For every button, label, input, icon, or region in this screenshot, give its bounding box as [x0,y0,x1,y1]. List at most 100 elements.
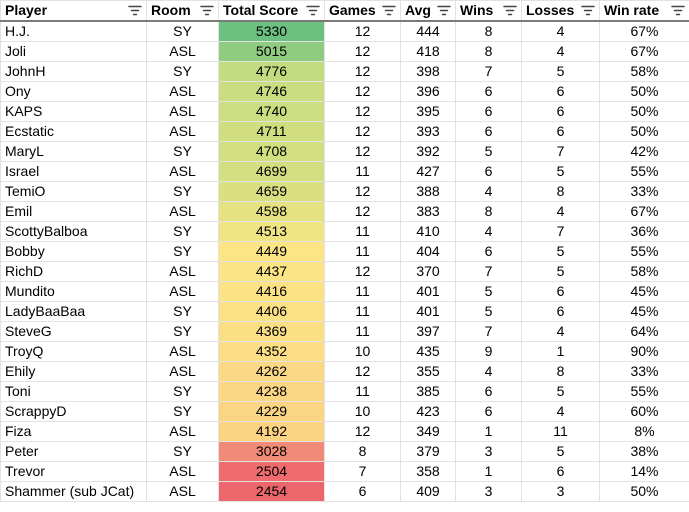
total-score-cell[interactable]: 4776 [218,61,325,82]
filter-icon[interactable] [200,5,214,17]
filter-icon[interactable] [128,5,142,17]
win-rate-cell[interactable]: 50% [599,101,689,122]
games-cell[interactable]: 12 [324,201,401,222]
wins-cell[interactable]: 8 [455,20,522,42]
wins-cell[interactable]: 9 [455,341,522,362]
column-header-win-rate[interactable]: Win rate [599,0,689,22]
filter-icon[interactable] [503,5,517,17]
total-score-cell[interactable]: 4238 [218,381,325,402]
games-cell[interactable]: 12 [324,121,401,142]
losses-cell[interactable]: 6 [521,81,600,102]
win-rate-cell[interactable]: 55% [599,381,689,402]
player-cell[interactable]: Ecstatic [0,121,147,142]
games-cell[interactable]: 12 [324,101,401,122]
win-rate-cell[interactable]: 14% [599,461,689,482]
wins-cell[interactable]: 1 [455,461,522,482]
room-cell[interactable]: ASL [146,461,219,482]
player-cell[interactable]: Emil [0,201,147,222]
player-cell[interactable]: TemiO [0,181,147,202]
avg-cell[interactable]: 385 [400,381,456,402]
avg-cell[interactable]: 358 [400,461,456,482]
player-cell[interactable]: Joli [0,41,147,62]
win-rate-cell[interactable]: 8% [599,421,689,442]
avg-cell[interactable]: 427 [400,161,456,182]
losses-cell[interactable]: 4 [521,201,600,222]
player-cell[interactable]: JohnH [0,61,147,82]
total-score-cell[interactable]: 4708 [218,141,325,162]
room-cell[interactable]: SY [146,20,219,42]
avg-cell[interactable]: 410 [400,221,456,242]
losses-cell[interactable]: 11 [521,421,600,442]
losses-cell[interactable]: 4 [521,321,600,342]
room-cell[interactable]: ASL [146,81,219,102]
room-cell[interactable]: ASL [146,341,219,362]
total-score-cell[interactable]: 4598 [218,201,325,222]
games-cell[interactable]: 11 [324,281,401,302]
player-cell[interactable]: Shammer (sub JCat) [0,481,147,502]
losses-cell[interactable]: 7 [521,221,600,242]
avg-cell[interactable]: 398 [400,61,456,82]
player-cell[interactable]: MaryL [0,141,147,162]
wins-cell[interactable]: 3 [455,481,522,502]
win-rate-cell[interactable]: 55% [599,241,689,262]
losses-cell[interactable]: 7 [521,141,600,162]
total-score-cell[interactable]: 4262 [218,361,325,382]
win-rate-cell[interactable]: 55% [599,161,689,182]
room-cell[interactable]: SY [146,301,219,322]
room-cell[interactable]: ASL [146,101,219,122]
win-rate-cell[interactable]: 45% [599,281,689,302]
games-cell[interactable]: 11 [324,381,401,402]
room-cell[interactable]: ASL [146,261,219,282]
room-cell[interactable]: ASL [146,121,219,142]
player-cell[interactable]: Toni [0,381,147,402]
avg-cell[interactable]: 396 [400,81,456,102]
losses-cell[interactable]: 6 [521,301,600,322]
avg-cell[interactable]: 355 [400,361,456,382]
avg-cell[interactable]: 349 [400,421,456,442]
avg-cell[interactable]: 444 [400,20,456,42]
total-score-cell[interactable]: 2504 [218,461,325,482]
losses-cell[interactable]: 6 [521,461,600,482]
avg-cell[interactable]: 370 [400,261,456,282]
losses-cell[interactable]: 1 [521,341,600,362]
games-cell[interactable]: 12 [324,261,401,282]
room-cell[interactable]: ASL [146,421,219,442]
games-cell[interactable]: 7 [324,461,401,482]
room-cell[interactable]: SY [146,141,219,162]
room-cell[interactable]: ASL [146,361,219,382]
wins-cell[interactable]: 4 [455,221,522,242]
total-score-cell[interactable]: 4369 [218,321,325,342]
player-cell[interactable]: Mundito [0,281,147,302]
wins-cell[interactable]: 6 [455,101,522,122]
losses-cell[interactable]: 4 [521,41,600,62]
games-cell[interactable]: 11 [324,301,401,322]
wins-cell[interactable]: 7 [455,261,522,282]
avg-cell[interactable]: 401 [400,281,456,302]
player-cell[interactable]: LadyBaaBaa [0,301,147,322]
wins-cell[interactable]: 6 [455,161,522,182]
column-header-total-score[interactable]: Total Score [218,0,325,22]
total-score-cell[interactable]: 4229 [218,401,325,422]
win-rate-cell[interactable]: 50% [599,121,689,142]
avg-cell[interactable]: 404 [400,241,456,262]
wins-cell[interactable]: 1 [455,421,522,442]
win-rate-cell[interactable]: 60% [599,401,689,422]
column-header-losses[interactable]: Losses [521,0,600,22]
player-cell[interactable]: Ony [0,81,147,102]
losses-cell[interactable]: 5 [521,441,600,462]
player-cell[interactable]: Trevor [0,461,147,482]
losses-cell[interactable]: 6 [521,281,600,302]
wins-cell[interactable]: 5 [455,281,522,302]
total-score-cell[interactable]: 4711 [218,121,325,142]
games-cell[interactable]: 12 [324,81,401,102]
total-score-cell[interactable]: 4406 [218,301,325,322]
losses-cell[interactable]: 4 [521,401,600,422]
losses-cell[interactable]: 4 [521,20,600,42]
games-cell[interactable]: 11 [324,221,401,242]
wins-cell[interactable]: 4 [455,181,522,202]
games-cell[interactable]: 12 [324,41,401,62]
win-rate-cell[interactable]: 50% [599,81,689,102]
wins-cell[interactable]: 8 [455,41,522,62]
player-cell[interactable]: RichD [0,261,147,282]
total-score-cell[interactable]: 4699 [218,161,325,182]
